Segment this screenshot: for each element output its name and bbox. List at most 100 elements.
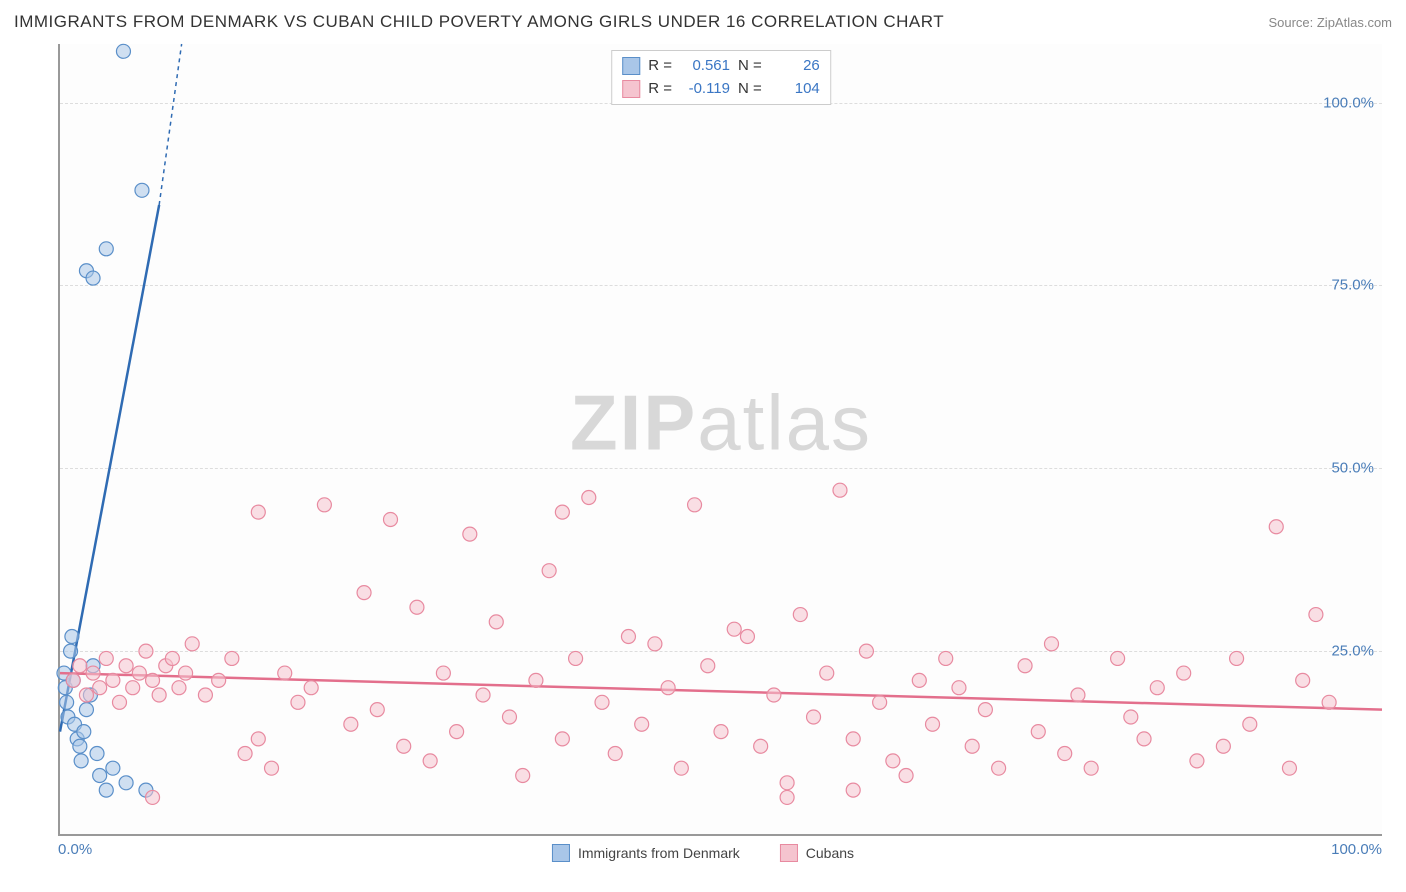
data-point bbox=[73, 659, 87, 673]
data-point bbox=[912, 673, 926, 687]
data-point bbox=[93, 681, 107, 695]
data-point bbox=[99, 651, 113, 665]
data-point bbox=[370, 703, 384, 717]
data-point bbox=[423, 754, 437, 768]
y-tick-label: 25.0% bbox=[1331, 643, 1374, 660]
data-point bbox=[135, 183, 149, 197]
data-point bbox=[126, 681, 140, 695]
data-point bbox=[807, 710, 821, 724]
x-tick-max: 100.0% bbox=[1331, 841, 1382, 858]
y-tick-label: 50.0% bbox=[1331, 460, 1374, 477]
data-point bbox=[179, 666, 193, 680]
legend-item: Cubans bbox=[780, 844, 854, 862]
data-point bbox=[106, 673, 120, 687]
data-point bbox=[119, 659, 133, 673]
data-point bbox=[77, 725, 91, 739]
data-point bbox=[1111, 651, 1125, 665]
legend-swatch bbox=[552, 844, 570, 862]
data-point bbox=[754, 739, 768, 753]
legend-swatch bbox=[622, 80, 640, 98]
scatter-svg bbox=[60, 44, 1382, 834]
data-point bbox=[978, 703, 992, 717]
stats-r-value: -0.119 bbox=[680, 78, 730, 101]
data-point bbox=[251, 732, 265, 746]
data-point bbox=[86, 271, 100, 285]
data-point bbox=[146, 673, 160, 687]
data-point bbox=[1282, 761, 1296, 775]
data-point bbox=[212, 673, 226, 687]
data-point bbox=[1190, 754, 1204, 768]
data-point bbox=[542, 564, 556, 578]
data-point bbox=[225, 651, 239, 665]
data-point bbox=[635, 717, 649, 731]
data-point bbox=[489, 615, 503, 629]
data-point bbox=[621, 630, 635, 644]
data-point bbox=[139, 644, 153, 658]
title-bar: IMMIGRANTS FROM DENMARK VS CUBAN CHILD P… bbox=[14, 8, 1392, 36]
data-point bbox=[1124, 710, 1138, 724]
data-point bbox=[714, 725, 728, 739]
data-point bbox=[317, 498, 331, 512]
data-point bbox=[1031, 725, 1045, 739]
data-point bbox=[859, 644, 873, 658]
data-point bbox=[569, 651, 583, 665]
data-point bbox=[1177, 666, 1191, 680]
data-point bbox=[1309, 608, 1323, 622]
data-point bbox=[846, 783, 860, 797]
data-point bbox=[727, 622, 741, 636]
data-point bbox=[780, 790, 794, 804]
data-point bbox=[304, 681, 318, 695]
data-point bbox=[152, 688, 166, 702]
legend-item: Immigrants from Denmark bbox=[552, 844, 740, 862]
data-point bbox=[64, 644, 78, 658]
data-point bbox=[450, 725, 464, 739]
data-point bbox=[582, 491, 596, 505]
data-point bbox=[132, 666, 146, 680]
data-point bbox=[476, 688, 490, 702]
data-point bbox=[1137, 732, 1151, 746]
stats-n-value: 26 bbox=[770, 55, 820, 78]
data-point bbox=[86, 666, 100, 680]
data-point bbox=[1269, 520, 1283, 534]
data-point bbox=[1084, 761, 1098, 775]
stats-r-label: R = bbox=[648, 55, 672, 78]
data-point bbox=[899, 768, 913, 782]
stats-n-value: 104 bbox=[770, 78, 820, 101]
legend-swatch bbox=[622, 57, 640, 75]
stats-r-value: 0.561 bbox=[680, 55, 730, 78]
data-point bbox=[820, 666, 834, 680]
data-point bbox=[251, 505, 265, 519]
x-tick-min: 0.0% bbox=[58, 841, 92, 858]
stats-n-label: N = bbox=[738, 78, 762, 101]
data-point bbox=[873, 695, 887, 709]
data-point bbox=[66, 673, 80, 687]
data-point bbox=[780, 776, 794, 790]
data-point bbox=[73, 739, 87, 753]
data-point bbox=[688, 498, 702, 512]
data-point bbox=[952, 681, 966, 695]
data-point bbox=[529, 673, 543, 687]
data-point bbox=[410, 600, 424, 614]
data-point bbox=[661, 681, 675, 695]
data-point bbox=[116, 44, 130, 58]
data-point bbox=[939, 651, 953, 665]
data-point bbox=[648, 637, 662, 651]
legend-label: Cubans bbox=[806, 845, 854, 861]
data-point bbox=[886, 754, 900, 768]
stats-r-label: R = bbox=[648, 78, 672, 101]
trend-line-extrapolation bbox=[159, 44, 181, 205]
data-point bbox=[1322, 695, 1336, 709]
data-point bbox=[1071, 688, 1085, 702]
data-point bbox=[165, 651, 179, 665]
data-point bbox=[79, 703, 93, 717]
legend-label: Immigrants from Denmark bbox=[578, 845, 740, 861]
data-point bbox=[344, 717, 358, 731]
data-point bbox=[502, 710, 516, 724]
data-point bbox=[1018, 659, 1032, 673]
data-point bbox=[846, 732, 860, 746]
data-point bbox=[793, 608, 807, 622]
y-tick-label: 75.0% bbox=[1331, 277, 1374, 294]
data-point bbox=[1230, 651, 1244, 665]
data-point bbox=[79, 688, 93, 702]
data-point bbox=[926, 717, 940, 731]
